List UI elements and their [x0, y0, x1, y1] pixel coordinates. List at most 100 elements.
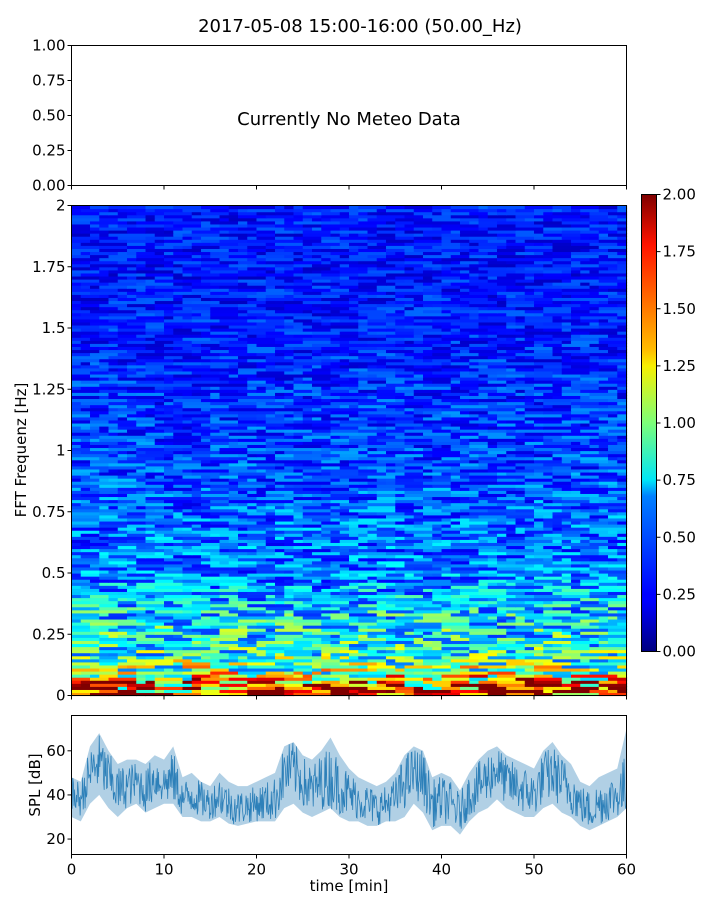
spectrogram-cell [534, 628, 544, 632]
spectrogram-cell [182, 468, 193, 473]
spectrogram-cell [80, 680, 91, 684]
spectrogram-cell [358, 386, 378, 390]
spectrogram-cell [589, 236, 600, 240]
spectrogram-cell [506, 208, 517, 213]
spectrogram-cell [90, 373, 110, 378]
spectrogram-cell [173, 389, 193, 393]
spectrogram-cell [487, 640, 498, 645]
spectrogram-cell [386, 334, 415, 338]
spectrogram-cell [164, 410, 174, 415]
spectrogram-cell [164, 318, 193, 323]
spectrogram-cell [395, 435, 406, 439]
spectrogram-cell [321, 692, 332, 697]
spectrogram-cell [534, 288, 563, 292]
spectrogram-cell [524, 275, 535, 280]
spectrogram-cell [580, 631, 609, 635]
spectrogram-cell [191, 468, 211, 473]
spectrogram-cell [321, 640, 332, 645]
spectrogram-cell [219, 576, 248, 580]
spectrogram-cell [497, 419, 507, 424]
spectrogram-cell [349, 471, 359, 476]
spectrogram-cell [108, 493, 128, 498]
spectrogram-cell [256, 432, 285, 436]
spectrogram-cell [349, 456, 359, 461]
spectrogram-cell [173, 618, 193, 623]
spectrogram-cell [404, 346, 433, 351]
spectrogram-cell [108, 447, 119, 452]
spectrogram-cell [580, 652, 609, 657]
spectrogram-cell [173, 401, 184, 406]
spectrogram-cell [154, 413, 174, 418]
spectrogram-cell [450, 658, 480, 663]
spectrogram-cell [293, 545, 322, 550]
spectrogram-cell [386, 429, 406, 433]
spectrogram-cell [460, 484, 489, 488]
spectrogram-cell [339, 585, 359, 589]
spectrogram-cell [108, 692, 137, 697]
spectrogram-cell [90, 680, 119, 684]
spectrogram-cell [164, 465, 174, 470]
spectrogram-cell [367, 318, 396, 323]
spectrogram-cell [497, 422, 517, 427]
spectrogram-cell [423, 582, 452, 586]
spectrogram-cell [339, 254, 350, 259]
spectrogram-cell [487, 674, 498, 678]
spectrogram-cell [571, 260, 581, 265]
spectrogram-cell [608, 438, 618, 442]
spectrogram-cell [275, 481, 304, 485]
spectrogram-cell [330, 245, 350, 249]
spectrogram-cell [284, 493, 304, 498]
spectrogram-cell [293, 211, 304, 216]
spectrogram-cell [71, 386, 82, 390]
spectrogram-cell [182, 609, 193, 614]
spectrogram-cell [534, 502, 544, 507]
spectrogram-cell [330, 514, 359, 519]
spectrogram-cell [432, 422, 452, 427]
spectrogram-cell [561, 349, 581, 354]
spectrogram-cell [330, 288, 350, 292]
spectrogram-cell [90, 220, 119, 225]
spectrogram-cell [80, 346, 100, 351]
spectrogram-cell [145, 505, 165, 510]
spectrogram-cell [275, 239, 304, 243]
spectrogram-cell [108, 263, 137, 268]
spectrogram-cell [330, 355, 359, 360]
spectrogram-cell [238, 248, 248, 253]
spectrogram-cell [450, 511, 470, 516]
spectrogram-cell [441, 398, 470, 403]
spectrogram-cell [543, 441, 572, 445]
spectrogram-cell [349, 275, 359, 280]
spectrogram-cell [238, 282, 248, 286]
spectrogram-cell [136, 309, 165, 314]
spectrogram-cell [404, 524, 415, 528]
spectrogram-cell [534, 447, 563, 452]
spectrogram-cell [432, 343, 443, 347]
spectrogram-cell [265, 254, 285, 259]
spectrogram-cell [247, 205, 276, 210]
spectrogram-cell [617, 582, 628, 586]
spectrogram-cell [561, 499, 591, 504]
spectrogram-cell [145, 594, 156, 599]
spectrogram-cell [432, 667, 452, 672]
spectrogram-cell [534, 661, 544, 666]
spectrogram-cell [108, 652, 119, 657]
spectrogram-cell [580, 520, 609, 525]
spectrogram-cell [228, 346, 248, 351]
spectrogram-cell [145, 318, 165, 323]
spectrogram-cell [293, 291, 304, 295]
spectrogram-cell [497, 220, 517, 225]
spectrogram-cell [358, 462, 387, 467]
spectrogram-cell [441, 689, 452, 694]
spectrogram-cell [506, 505, 535, 510]
spectrogram-cell [164, 230, 174, 234]
spectrogram-cell [136, 395, 165, 400]
spectrogram-cell [395, 505, 424, 510]
spectrogram-cell [478, 566, 498, 571]
spectrogram-cell [395, 407, 406, 412]
spectrogram-cell [571, 560, 581, 565]
spectrogram-cell [386, 689, 396, 694]
spectrogram-cell [589, 214, 609, 219]
spectrogram-cell [580, 404, 609, 409]
spectrogram-ytick-label: 0.75 [32, 503, 65, 521]
spectrogram-cell [127, 226, 147, 231]
